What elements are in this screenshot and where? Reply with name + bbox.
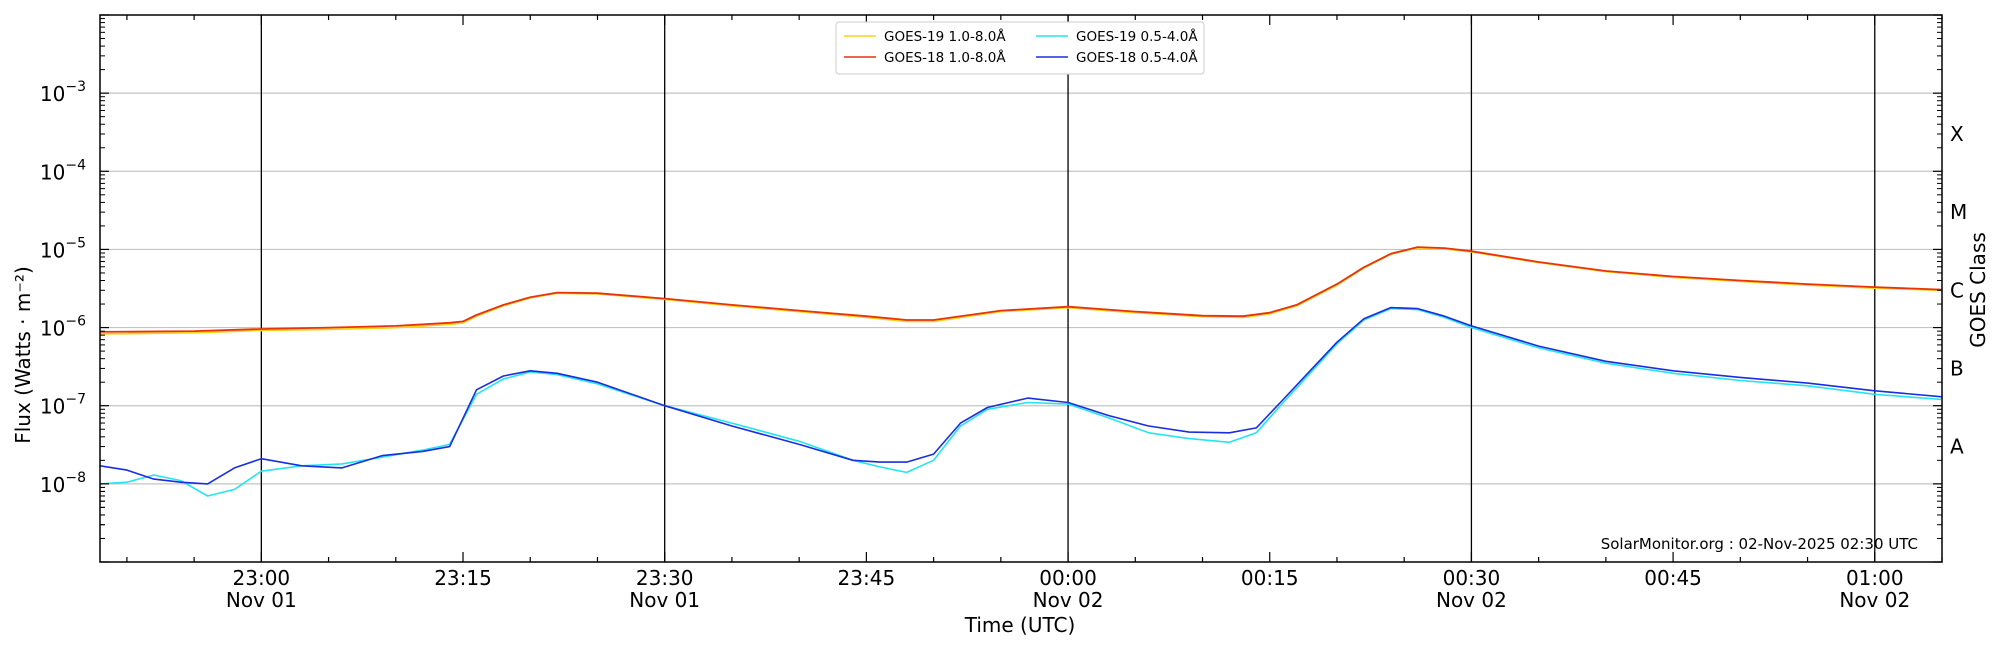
x-tick-label: 23:15: [434, 566, 492, 590]
series-line: [99, 246, 1943, 335]
x-tick-label: 23:45: [838, 566, 896, 590]
y-tick-label: 10−4: [40, 157, 86, 184]
y-tick-label: 10−6: [40, 314, 86, 341]
grid-layer: [100, 92, 1942, 485]
y-tick-exponent: −5: [65, 235, 86, 251]
series-line: [99, 246, 1943, 333]
goes-class-label: C: [1950, 278, 1964, 302]
x-tick-label: 00:00: [1039, 566, 1097, 590]
y-tick-base: 10: [40, 238, 65, 262]
x-tick-label: 00:30: [1443, 566, 1501, 590]
goes-class-axis-title: GOES Class: [1966, 232, 1990, 348]
x-tick-date: Nov 02: [1436, 588, 1507, 612]
y-tick-labels: 10−810−710−610−510−410−3: [40, 79, 86, 497]
y-tick-exponent: −3: [65, 79, 86, 95]
plot-frame: [99, 14, 1943, 563]
x-tick-label: 00:15: [1241, 566, 1299, 590]
legend-items: GOES-19 1.0-8.0Å GOES-18 1.0-8.0Å GOES-19 …: [844, 28, 1198, 66]
y-tick-label: 10−5: [40, 235, 86, 262]
series-line: [99, 306, 1943, 485]
x-tick-date: Nov 01: [226, 588, 297, 612]
series-line: [99, 307, 1943, 497]
legend-box: [835, 21, 1205, 75]
legend: GOES-19 1.0-8.0Å GOES-18 1.0-8.0Å GOES-19 …: [835, 21, 1205, 75]
goes-class-labels: A B C M X: [1950, 122, 1967, 459]
y-tick-base: 10: [40, 82, 65, 106]
y-tick-exponent: −4: [65, 157, 86, 173]
credit-text: SolarMonitor.org : 02-Nov-2025 02:30 UTC: [1601, 535, 1918, 553]
y-axis-title: Flux (Watts · m⁻²): [11, 266, 35, 444]
goes-class-label: M: [1950, 200, 1967, 224]
x-tick-date: Nov 02: [1033, 588, 1104, 612]
x-tick-label: 23:30: [636, 566, 694, 590]
tick-layer: [100, 14, 1943, 563]
y-tick-base: 10: [40, 317, 65, 341]
y-tick-label: 10−7: [40, 392, 86, 419]
legend-label: GOES-18 1.0-8.0Å: [884, 49, 1006, 66]
series-layer: [99, 246, 1943, 497]
goes-class-label: X: [1950, 122, 1964, 146]
legend-label: GOES-19 0.5-4.0Å: [1076, 28, 1198, 45]
goes-class-label: A: [1950, 435, 1964, 459]
goes-class-label: B: [1950, 356, 1964, 380]
x-tick-label: 00:45: [1644, 566, 1702, 590]
x-tick-date: Nov 01: [629, 588, 700, 612]
vertical-lines-layer: [260, 15, 1876, 562]
legend-label: GOES-18 0.5-4.0Å: [1076, 49, 1198, 66]
y-tick-exponent: −7: [65, 392, 86, 408]
legend-label: GOES-19 1.0-8.0Å: [884, 28, 1006, 45]
x-tick-label: 01:00: [1846, 566, 1904, 590]
x-tick-date: Nov 02: [1839, 588, 1910, 612]
y-tick-label: 10−3: [40, 79, 86, 106]
y-tick-exponent: −6: [65, 314, 86, 330]
y-tick-label: 10−8: [40, 470, 86, 497]
x-tick-label: 23:00: [233, 566, 291, 590]
y-tick-base: 10: [40, 473, 65, 497]
y-tick-exponent: −8: [65, 470, 86, 486]
y-tick-base: 10: [40, 160, 65, 184]
y-tick-base: 10: [40, 395, 65, 419]
x-axis-title: Time (UTC): [964, 613, 1076, 637]
